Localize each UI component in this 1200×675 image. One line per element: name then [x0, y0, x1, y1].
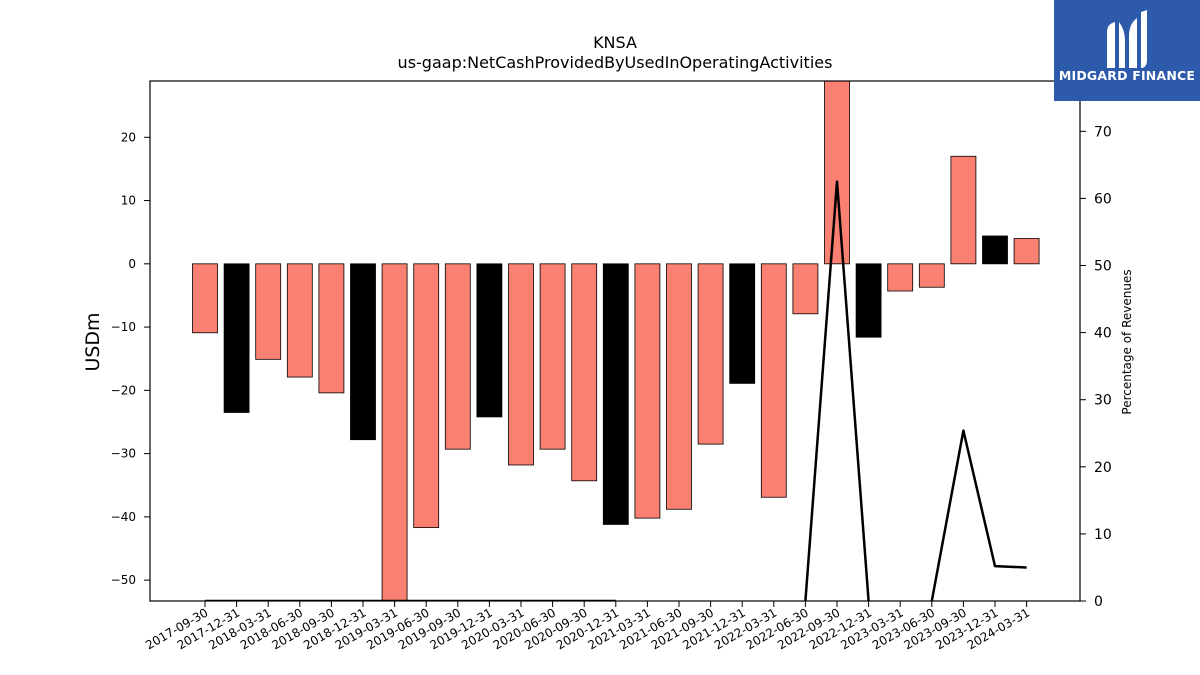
y-tick-label: −10	[111, 320, 136, 334]
bar-2020-06-30	[539, 263, 566, 450]
bar-2020-03-31	[508, 263, 534, 466]
bar-2018-09-30	[318, 263, 345, 394]
brand-logo: MIDGARD FINANCE	[1054, 0, 1200, 101]
plot-frame	[149, 80, 1081, 602]
y-tick-label: −20	[111, 383, 136, 397]
bar-2021-12-31	[729, 263, 756, 384]
bar-2020-09-30	[571, 263, 598, 482]
bar-2023-12-31	[982, 235, 1008, 265]
y-tick-label: 10	[121, 194, 136, 208]
logo-icon	[1107, 10, 1147, 68]
y-right-tick-label: 40	[1094, 326, 1112, 342]
bar-2017-09-30	[192, 263, 218, 334]
pct-revenue-line	[804, 180, 870, 601]
y-right-tick-label: 10	[1094, 527, 1112, 543]
bar-2022-06-30	[792, 263, 819, 315]
bar-2023-09-30	[950, 155, 977, 265]
bar-2019-12-31	[476, 263, 503, 418]
bar-2024-03-31	[1013, 238, 1040, 265]
y-axis-right-label: Percentage of Revenues	[1120, 269, 1134, 414]
y-tick-label: −50	[111, 573, 136, 587]
y-tick-label: 0	[128, 257, 136, 271]
brand-name: MIDGARD FINANCE	[1058, 68, 1196, 83]
bar-2022-09-30	[824, 81, 850, 265]
bar-2017-12-31	[223, 263, 250, 413]
y-right-tick-label: 20	[1094, 460, 1112, 476]
bar-2023-03-31	[887, 263, 914, 292]
chart-subtitle: us-gaap:NetCashProvidedByUsedInOperating…	[398, 53, 833, 72]
bar-2021-06-30	[666, 263, 692, 510]
y-tick-label: −30	[111, 447, 136, 461]
bar-2023-06-30	[918, 263, 945, 288]
y-tick-label: 20	[121, 130, 136, 144]
y-right-tick-label: 50	[1094, 259, 1112, 275]
bar-2019-09-30	[444, 263, 471, 450]
y-right-tick-label: 30	[1094, 393, 1112, 409]
bar-2020-12-31	[602, 263, 629, 525]
bar-2021-03-31	[634, 263, 661, 519]
y-right-tick-label: 70	[1094, 124, 1112, 140]
y-tick-label: −40	[111, 510, 136, 524]
pct-revenue-line	[930, 429, 1027, 601]
y-axis-label: USDm	[82, 312, 104, 371]
bar-2021-09-30	[697, 263, 724, 445]
y-right-tick-label: 60	[1094, 191, 1112, 207]
bar-2019-06-30	[413, 263, 440, 529]
y-right-tick-label: 0	[1094, 594, 1103, 610]
bar-2019-03-31	[381, 263, 408, 601]
bar-2018-12-31	[350, 263, 376, 441]
bar-2018-03-31	[255, 263, 282, 360]
bar-2018-06-30	[286, 263, 313, 378]
bar-2022-03-31	[760, 263, 787, 498]
chart-title: KNSA	[593, 33, 637, 52]
bar-2022-12-31	[855, 263, 882, 338]
